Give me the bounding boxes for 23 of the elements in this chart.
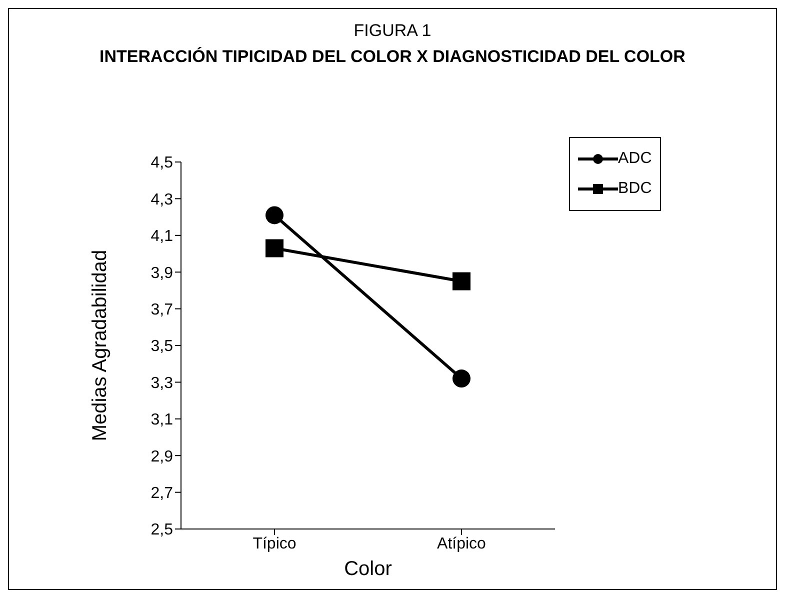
point xyxy=(266,239,284,258)
chart-subtitle: INTERACCIÓN TIPICIDAD DEL COLOR X DIAGNOSTICIDAD DEL COLOR xyxy=(98,47,686,67)
y-tick-label: 4,3 xyxy=(150,191,174,208)
y-tick-label: 3,7 xyxy=(150,301,174,318)
x-tick-label: Típico xyxy=(252,535,296,552)
y-tick-label: 2,5 xyxy=(150,522,174,539)
point xyxy=(266,206,284,224)
y-axis-title: Medias Agradabilidad xyxy=(89,250,112,442)
y-tick-label: 2,9 xyxy=(150,448,174,466)
y-tick-label: 3,1 xyxy=(150,412,174,429)
point xyxy=(452,272,470,290)
x-tick-label: Atípico xyxy=(437,535,486,552)
y-tick-label: 4,1 xyxy=(150,228,174,246)
legend-label: BDC xyxy=(618,180,652,198)
x-axis-title: Color xyxy=(344,558,392,580)
y-tick-label: 3,3 xyxy=(150,374,174,392)
y-tick-label: 4,5 xyxy=(150,154,174,172)
y-tick-label: 3,9 xyxy=(150,264,174,282)
chart-title: FIGURA 1 xyxy=(352,21,432,41)
point xyxy=(452,370,470,388)
legend-label: ADC xyxy=(618,150,652,168)
y-tick-label: 2,7 xyxy=(150,484,174,502)
y-tick-label: 3,5 xyxy=(150,338,174,356)
